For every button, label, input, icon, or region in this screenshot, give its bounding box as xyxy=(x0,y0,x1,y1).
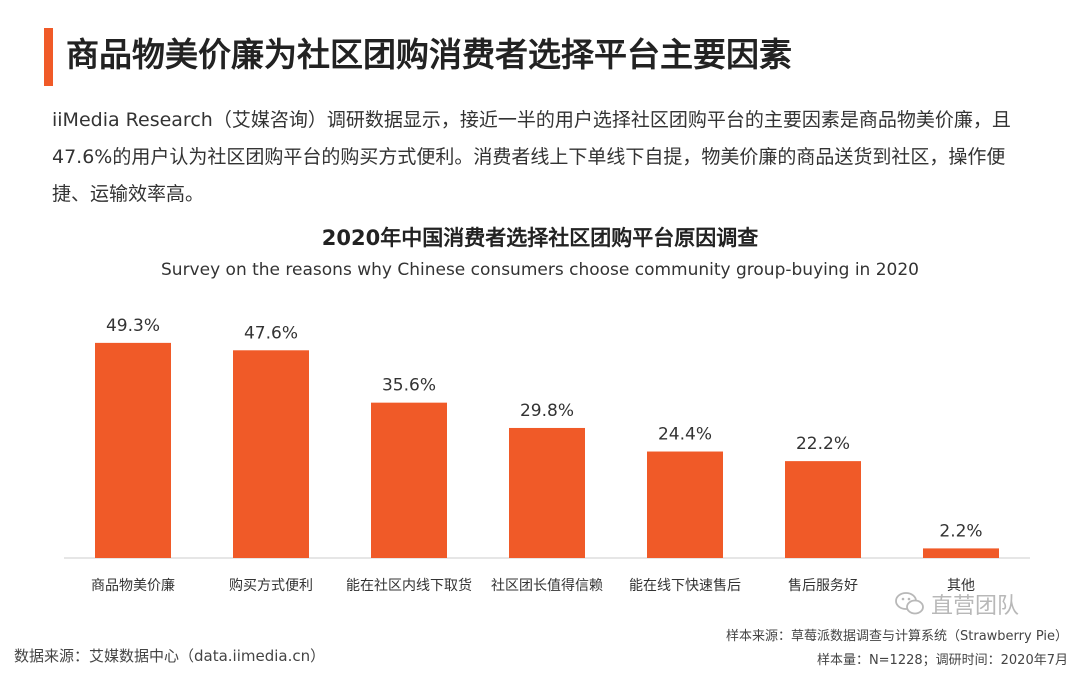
bar xyxy=(785,461,861,558)
data-label: 2.2% xyxy=(939,521,982,541)
sample-size: 样本量：N=1228；调研时间：2020年7月 xyxy=(816,653,1068,668)
data-label: 22.2% xyxy=(796,434,850,454)
data-label: 24.4% xyxy=(658,425,712,445)
bar xyxy=(509,427,585,558)
watermark: 直营团队 xyxy=(895,588,1019,620)
data-label: 29.8% xyxy=(520,401,574,421)
bar xyxy=(371,402,447,558)
page-title: 商品物美价廉为社区团购消费者选择平台主要因素 xyxy=(66,35,792,74)
data-label: 35.6% xyxy=(382,376,436,396)
category-label: 购买方式便利 xyxy=(229,578,313,594)
intro-paragraph: iiMedia Research（艾媒咨询）调研数据显示，接近一半的用户选择社区… xyxy=(52,109,1011,205)
bar xyxy=(95,342,171,558)
chart-subtitle: Survey on the reasons why Chinese consum… xyxy=(161,260,919,280)
watermark-text: 直营团队 xyxy=(931,594,1020,619)
sample-info: 样本来源：草莓派数据调查与计算系统（Strawberry Pie） 样本量：N=… xyxy=(726,625,1068,673)
chart-title: 2020年中国消费者选择社区团购平台原因调查 xyxy=(321,226,759,250)
data-source: 数据来源：艾媒数据中心（data.iimedia.cn） xyxy=(14,647,326,665)
data-label: 47.6% xyxy=(244,323,298,343)
title-accent-bar xyxy=(44,28,53,86)
category-label: 能在社区内线下取货 xyxy=(346,577,472,594)
bar xyxy=(233,350,309,558)
data-label: 49.3% xyxy=(106,316,160,336)
category-label: 能在线下快速售后 xyxy=(629,578,741,594)
bar xyxy=(923,548,999,558)
category-label: 其他 xyxy=(947,578,975,594)
category-label: 售后服务好 xyxy=(788,578,858,594)
sample-source: 样本来源：草莓派数据调查与计算系统（Strawberry Pie） xyxy=(726,629,1068,644)
category-label: 商品物美价廉 xyxy=(91,577,175,594)
wechat-icon xyxy=(895,592,924,615)
category-label: 社区团长值得信赖 xyxy=(491,577,603,594)
bar xyxy=(647,451,723,558)
